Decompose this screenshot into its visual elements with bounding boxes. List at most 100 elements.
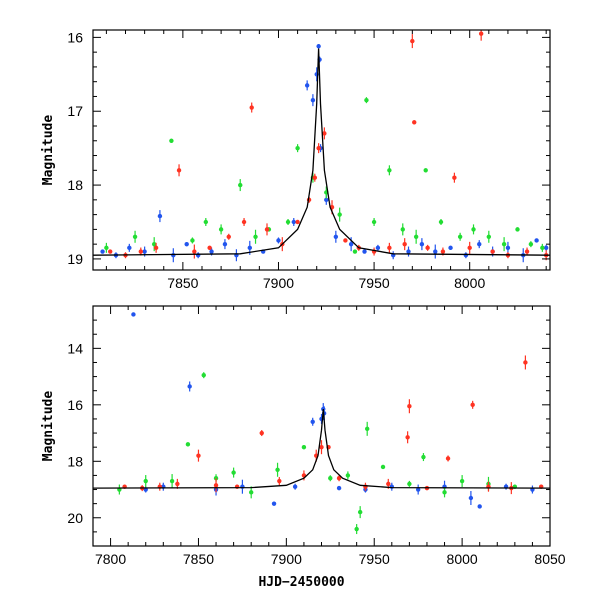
data-point xyxy=(295,219,300,225)
data-point xyxy=(515,227,520,232)
data-point xyxy=(169,138,174,143)
data-point xyxy=(218,227,224,232)
data-point xyxy=(543,245,549,251)
data-point xyxy=(253,234,258,239)
x-tick-label: 7850 xyxy=(183,551,214,567)
data-point xyxy=(375,245,381,251)
data-point xyxy=(336,476,342,481)
data-point xyxy=(247,245,252,251)
data-point xyxy=(405,435,410,440)
y-tick-label: 18 xyxy=(67,177,83,193)
data-point xyxy=(100,249,105,254)
data-point xyxy=(425,245,430,251)
y-tick-label: 18 xyxy=(67,453,83,469)
data-point xyxy=(412,120,417,125)
data-point xyxy=(467,245,472,251)
x-tick-label: 8050 xyxy=(534,551,565,567)
data-point xyxy=(406,249,411,254)
axes-frame xyxy=(92,29,551,271)
data-point xyxy=(295,145,300,151)
x-tick-label: 8000 xyxy=(447,551,478,567)
data-point xyxy=(316,44,321,49)
data-point xyxy=(108,249,113,254)
data-point xyxy=(316,145,321,151)
data-point xyxy=(364,97,369,103)
data-point xyxy=(477,241,482,247)
data-series xyxy=(117,372,518,535)
data-point xyxy=(345,473,351,478)
data-point xyxy=(523,360,528,365)
data-point xyxy=(337,212,342,217)
data-point xyxy=(459,478,465,484)
data-point xyxy=(333,234,339,239)
data-point xyxy=(192,249,197,254)
data-point xyxy=(448,245,453,251)
data-point xyxy=(249,105,254,110)
model-curve xyxy=(93,48,550,256)
data-point xyxy=(362,249,367,254)
data-point xyxy=(196,453,201,458)
data-point xyxy=(138,249,144,254)
y-tick-label: 17 xyxy=(67,103,83,119)
data-point xyxy=(312,175,318,180)
data-point xyxy=(442,490,447,495)
data-point xyxy=(131,312,136,317)
data-point xyxy=(209,249,214,254)
y-tick-label: 19 xyxy=(67,251,83,267)
data-point xyxy=(415,487,421,492)
data-point xyxy=(190,238,195,243)
data-point xyxy=(477,504,482,509)
data-point xyxy=(490,249,495,254)
data-series xyxy=(100,44,549,263)
data-point xyxy=(410,38,415,44)
y-tick-label: 16 xyxy=(67,397,83,413)
data-point xyxy=(143,478,148,484)
data-point xyxy=(365,426,370,432)
x-tick-label: 7950 xyxy=(359,551,390,567)
data-point xyxy=(470,402,475,408)
data-point xyxy=(213,483,219,488)
data-point xyxy=(151,241,157,247)
data-point xyxy=(524,249,530,254)
data-point xyxy=(264,227,270,232)
data-point xyxy=(169,478,175,484)
bottom-panel: 7800 7850 7900 7950 8000 8050 14 16 18 20 Magnitud… xyxy=(41,305,566,590)
data-point xyxy=(175,481,180,487)
y-axis-label: Magnitude xyxy=(41,391,56,462)
x-tick-label: 8000 xyxy=(454,275,485,291)
model-curve xyxy=(93,409,550,489)
data-point xyxy=(387,168,392,173)
data-point xyxy=(407,404,412,409)
data-point xyxy=(400,227,405,232)
data-point xyxy=(310,419,315,424)
data-point xyxy=(452,175,457,180)
data-point xyxy=(207,245,212,251)
data-point xyxy=(176,168,182,173)
data-point xyxy=(185,442,191,447)
data-point xyxy=(104,245,109,251)
data-point xyxy=(304,83,310,88)
data-point xyxy=(433,249,438,254)
data-series xyxy=(131,312,535,509)
plot-area xyxy=(93,312,550,535)
data-point xyxy=(322,131,327,136)
data-point xyxy=(241,219,247,225)
data-point xyxy=(291,219,296,225)
data-point xyxy=(336,485,342,491)
data-series xyxy=(104,97,545,254)
top-panel: 7850 7900 7950 8000 16 17 18 19 Magnitude xyxy=(41,29,551,291)
data-point xyxy=(402,241,407,247)
data-point xyxy=(534,238,539,243)
data-point xyxy=(275,467,280,472)
x-tick-label: 7900 xyxy=(271,551,302,567)
data-point xyxy=(343,238,348,243)
data-point xyxy=(259,430,264,436)
data-point xyxy=(231,470,236,475)
data-point xyxy=(352,249,358,254)
data-point xyxy=(248,490,254,495)
data-point xyxy=(226,234,231,239)
data-point xyxy=(387,245,392,251)
data-point xyxy=(324,197,329,203)
data-point xyxy=(421,454,426,460)
y-tick-label: 14 xyxy=(67,340,83,356)
